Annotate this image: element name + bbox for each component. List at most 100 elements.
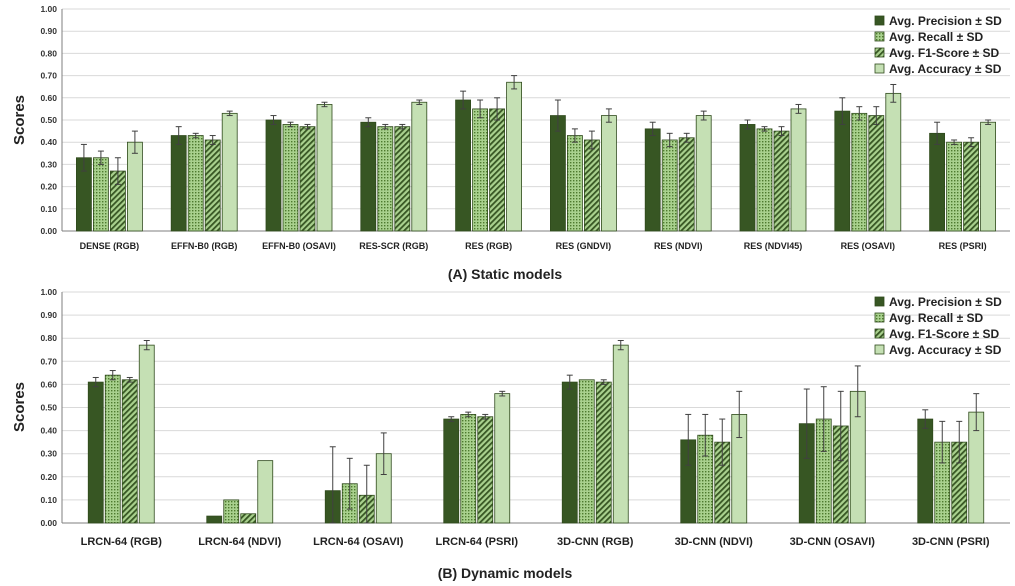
bar-accuracy [790, 108, 807, 232]
legend-swatch-accuracy [874, 344, 885, 355]
bar-f1 [868, 115, 885, 232]
bar-recall [377, 126, 394, 232]
bar-accuracy [127, 141, 143, 232]
y-tick-label: 0.20 [40, 472, 57, 482]
legend-swatch-recall [874, 312, 885, 323]
y-tick-label: 0.10 [40, 495, 57, 505]
legend-label-precision: Avg. Precision ± SD [889, 14, 1002, 28]
y-tick-label: 0.70 [40, 356, 57, 366]
bar-precision [561, 381, 578, 524]
bar-recall [661, 139, 678, 232]
legend-label-recall: Avg. Recall ± SD [889, 30, 984, 44]
bar-recall [104, 374, 121, 524]
panel-a-plot: 0.00 0.10 0.20 0.30 0.40 0.50 0.60 0.70 0.80 0.90… [40, 4, 1010, 251]
y-tick-label: 0.20 [40, 182, 57, 192]
bar-precision [917, 418, 934, 524]
legend-label-accuracy: Avg. Accuracy ± SD [889, 62, 1002, 76]
bar-precision [644, 128, 661, 232]
x-category-label: RES (NDVI45) [744, 241, 803, 251]
bar-precision [443, 418, 460, 524]
bar-accuracy [411, 101, 428, 232]
bar-accuracy [612, 344, 629, 524]
bar-accuracy [138, 344, 155, 524]
bar-precision [929, 132, 945, 232]
bar-precision [550, 115, 566, 232]
y-tick-label: 0.50 [40, 403, 57, 413]
bar-f1 [489, 108, 506, 232]
legend-label-accuracy: Avg. Accuracy ± SD [889, 343, 1002, 357]
bar-precision [170, 135, 187, 232]
y-tick-label: 0.00 [40, 226, 57, 236]
y-tick-label: 0.60 [40, 379, 57, 389]
bar-recall [460, 414, 477, 524]
bar-recall [93, 157, 109, 232]
panel-a-ylabel: Scores [11, 95, 28, 145]
bar-f1 [299, 126, 316, 232]
y-tick-label: 0.60 [40, 93, 57, 103]
x-category-label: LRCN-64 (PSRI) [435, 536, 518, 548]
bar-f1 [477, 416, 494, 524]
x-category-label: LRCN-64 (OSAVI) [313, 536, 404, 548]
x-category-label: RES (RGB) [465, 241, 512, 251]
x-category-label: LRCN-64 (NDVI) [198, 536, 281, 548]
bar-f1 [240, 513, 257, 524]
bar-recall [851, 112, 868, 232]
bar-accuracy [695, 115, 712, 232]
y-tick-label: 0.00 [40, 518, 57, 528]
x-category-label: RES-SCR (RGB) [359, 241, 428, 251]
bar-f1 [584, 139, 600, 232]
bar-precision [360, 121, 377, 232]
bar-recall [472, 108, 489, 232]
bar-precision [206, 515, 223, 524]
bar-accuracy [980, 121, 996, 232]
legend-swatch-precision [874, 296, 885, 307]
panel-a-title: (A) Static models [448, 266, 563, 282]
bar-recall [282, 124, 299, 232]
bar-accuracy [316, 104, 333, 232]
legend-swatch-precision [874, 15, 885, 26]
panel-b-ylabel: Scores [11, 382, 28, 432]
legend-swatch-accuracy [874, 63, 885, 74]
legend-label-recall: Avg. Recall ± SD [889, 311, 984, 325]
x-category-label: 3D-CNN (NDVI) [675, 536, 754, 548]
y-tick-label: 0.40 [40, 426, 57, 436]
bar-f1 [595, 381, 612, 524]
bar-precision [455, 99, 472, 232]
legend-swatch-recall [874, 31, 885, 42]
x-category-label: LRCN-64 (RGB) [81, 536, 163, 548]
legend-label-f1: Avg. F1-Score ± SD [889, 327, 1000, 341]
panel-b-plot: 0.00 0.10 0.20 0.30 0.40 0.50 0.60 0.70 0.80 0.90… [40, 287, 1010, 548]
x-category-label: 3D-CNN (OSAVI) [790, 536, 876, 548]
x-category-label: RES (NDVI) [654, 241, 703, 251]
bar-precision [739, 124, 756, 232]
bar-recall [567, 135, 583, 232]
bar-recall [756, 128, 773, 232]
y-tick-label: 0.80 [40, 333, 57, 343]
bar-recall [187, 135, 204, 232]
x-category-label: RES (OSAVI) [841, 241, 895, 251]
x-category-label: 3D-CNN (RGB) [557, 536, 634, 548]
x-category-label: DENSE (RGB) [80, 241, 140, 251]
y-tick-label: 0.50 [40, 115, 57, 125]
bar-accuracy [257, 460, 274, 524]
y-tick-label: 0.90 [40, 310, 57, 320]
bar-recall [578, 379, 595, 524]
bar-f1 [773, 130, 790, 232]
bar-accuracy [506, 81, 523, 232]
bar-accuracy [885, 92, 902, 232]
bar-precision [834, 110, 851, 232]
x-category-label: RES (PSRI) [939, 241, 987, 251]
bar-f1 [394, 126, 411, 232]
y-tick-label: 0.30 [40, 159, 57, 169]
bar-accuracy [601, 115, 617, 232]
x-category-label: 3D-CNN (PSRI) [912, 536, 990, 548]
bar-recall [946, 141, 962, 232]
x-category-label: EFFN-B0 (RGB) [171, 241, 238, 251]
legend-label-precision: Avg. Precision ± SD [889, 295, 1002, 309]
panel-b-title: (B) Dynamic models [438, 565, 573, 581]
bar-f1 [963, 141, 979, 232]
y-tick-label: 0.10 [40, 204, 57, 214]
y-tick-label: 0.70 [40, 71, 57, 81]
x-category-label: RES (GNDVI) [556, 241, 612, 251]
